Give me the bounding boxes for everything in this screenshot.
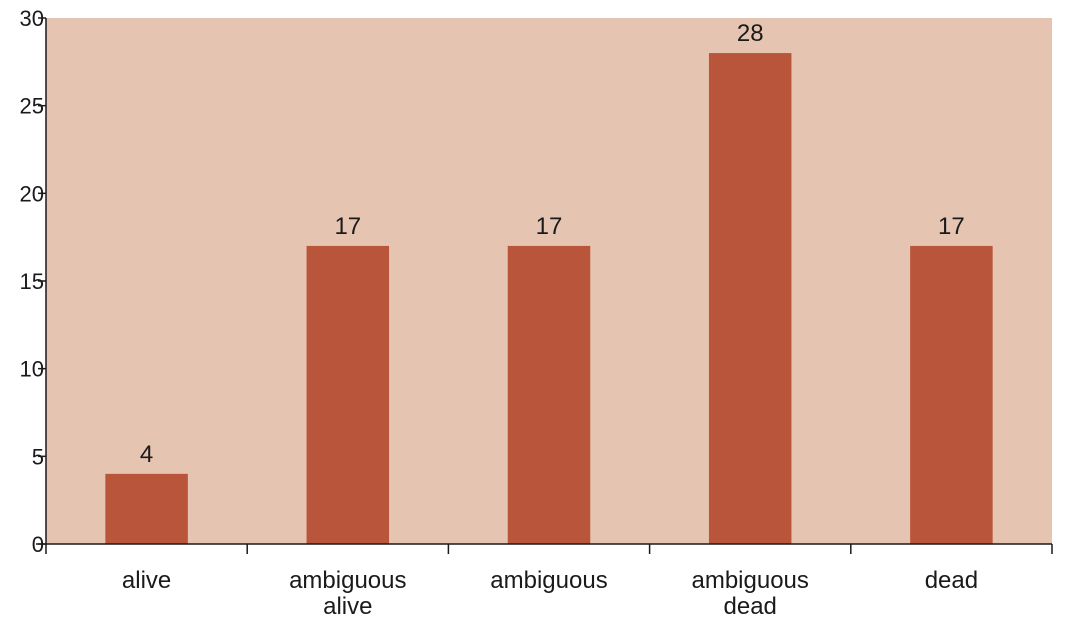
data-label: 28 <box>737 20 764 47</box>
data-labels-group: 4 17 17 28 17 <box>140 20 965 468</box>
data-label: 4 <box>140 441 153 468</box>
y-tick-label: 5 <box>32 444 44 469</box>
y-tick-label: 20 <box>20 181 44 206</box>
bar <box>306 245 390 544</box>
bars-group <box>105 53 993 545</box>
y-tick-label: 25 <box>20 94 44 119</box>
y-tick-label: 0 <box>32 532 44 557</box>
bar <box>105 473 188 544</box>
y-tick-label: 30 <box>20 6 44 31</box>
data-label: 17 <box>334 213 361 240</box>
y-tick-label: 15 <box>20 269 44 294</box>
bar <box>507 245 591 544</box>
bar <box>708 53 792 545</box>
data-label: 17 <box>536 213 563 240</box>
x-labels-group: alive ambiguous alive ambiguous ambiguous dea… <box>122 567 978 620</box>
x-category-label: dead <box>925 567 978 594</box>
x-category-label: ambiguous alive <box>289 567 406 620</box>
y-tick-label: 10 <box>20 357 44 382</box>
y-ticks-group: 0 5 10 15 20 25 30 <box>20 6 46 557</box>
x-category-label: ambiguous dead <box>691 567 808 620</box>
bar <box>910 245 993 544</box>
data-label: 17 <box>938 213 965 240</box>
x-category-label: alive <box>122 567 171 594</box>
x-ticks-group <box>45 544 1053 554</box>
x-category-label: ambiguous <box>490 567 607 594</box>
